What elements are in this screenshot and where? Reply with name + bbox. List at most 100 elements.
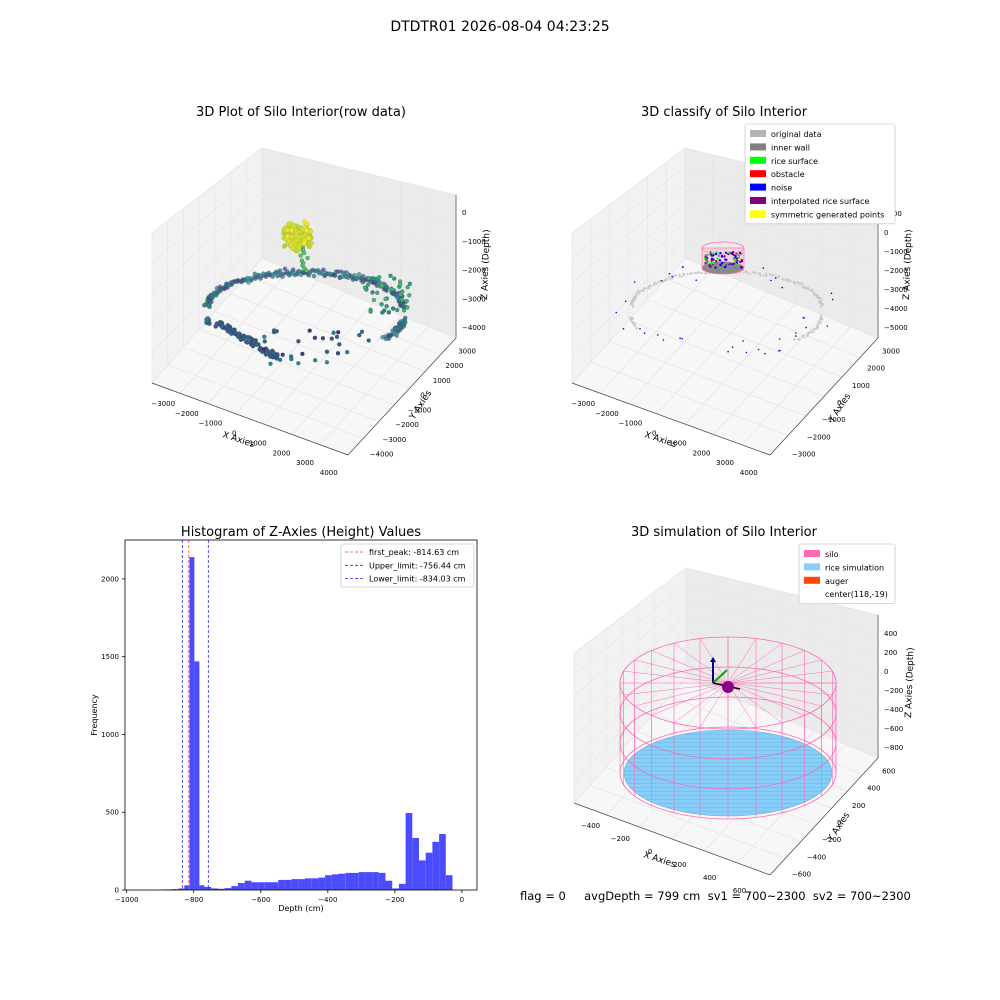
- raw-point: [304, 222, 310, 227]
- histogram-bar: [419, 860, 426, 890]
- raw-point: [226, 326, 232, 332]
- classified-point: [710, 262, 713, 265]
- raw-point: [296, 361, 301, 366]
- raw-point: [289, 227, 295, 233]
- raw-point: [386, 310, 391, 315]
- classified-point: [727, 350, 729, 353]
- gridline-z-left: [571, 147, 686, 234]
- classified-point: [817, 297, 820, 300]
- classified-point: [650, 285, 653, 287]
- tick-label: 3000: [458, 348, 476, 356]
- classified-point: [624, 300, 627, 303]
- tick-label: −2000: [884, 267, 908, 275]
- tick-label: 200: [852, 802, 865, 810]
- classified-point: [635, 292, 638, 295]
- classified-point: [712, 258, 715, 261]
- classified-point: [634, 297, 637, 300]
- gridline-x-floor: [207, 280, 318, 404]
- classified-point: [757, 272, 760, 275]
- classified-point: [735, 252, 739, 256]
- histogram-bars: [158, 557, 453, 890]
- raw-point: [398, 303, 403, 308]
- histogram-bar: [291, 879, 299, 890]
- classified-point: [831, 298, 834, 301]
- histogram-bar: [372, 872, 379, 890]
- classified-point: [754, 272, 757, 275]
- histogram-bar: [258, 882, 265, 890]
- tick-label: −1000: [822, 416, 846, 424]
- raw-point: [400, 297, 405, 302]
- gridline-y-floor: [628, 320, 825, 397]
- tick-label: −4000: [462, 324, 486, 332]
- classified-point: [698, 271, 701, 274]
- raw-point: [391, 306, 396, 311]
- axis-line-y: [347, 337, 457, 456]
- classified-point: [762, 267, 765, 269]
- tick-label: −1000: [199, 420, 223, 428]
- gridline-z-left: [151, 213, 263, 324]
- classified-point: [629, 302, 632, 305]
- classify-legend-label: original data: [771, 130, 822, 139]
- histogram-xtick-label: −1000: [115, 896, 139, 904]
- classified-point: [710, 259, 713, 262]
- classified-point: [719, 251, 722, 255]
- classified-point: [637, 293, 640, 296]
- classified-point: [812, 330, 815, 333]
- classified-point: [819, 305, 822, 308]
- gridline-z-right: [684, 220, 879, 291]
- raw-point: [384, 288, 389, 293]
- classified-point: [643, 332, 646, 334]
- histogram-bar: [251, 882, 259, 890]
- classified-point: [770, 273, 773, 276]
- raw-point: [407, 281, 412, 286]
- classified-point: [778, 338, 781, 340]
- silo-wire-radial: [727, 642, 783, 684]
- classified-point: [749, 273, 752, 275]
- classified-point: [764, 352, 766, 355]
- classified-point: [724, 258, 727, 261]
- gridline-y-floor: [609, 340, 807, 417]
- gridline-y-floor: [183, 346, 379, 422]
- classify-legend-swatch: [750, 143, 766, 151]
- tick-label: 0: [837, 399, 841, 407]
- classified-point: [717, 254, 721, 257]
- histogram-xtick-label: −600: [251, 896, 270, 904]
- classify-legend-frame: [744, 123, 896, 225]
- raw-point: [395, 307, 400, 313]
- tick-label: 2000: [867, 365, 885, 373]
- gridline-z-left: [151, 235, 263, 354]
- classified-point: [669, 277, 672, 280]
- tick-label: 0: [884, 229, 888, 237]
- classified-point: [671, 277, 673, 280]
- gridline-z-right: [261, 191, 457, 253]
- tick-label: 1000: [669, 439, 687, 447]
- classified-point: [689, 272, 692, 275]
- histogram-bar: [204, 886, 212, 890]
- raw-point: [304, 268, 309, 273]
- histogram-xlabel: Depth (cm): [278, 904, 323, 913]
- classified-point: [745, 351, 748, 354]
- raw-point: [359, 329, 365, 334]
- histogram-bar: [171, 889, 179, 890]
- classified-point: [757, 348, 760, 351]
- raw-point: [268, 361, 273, 366]
- classified-point: [710, 254, 714, 257]
- classified-point: [792, 280, 795, 283]
- classified-point: [716, 257, 719, 260]
- gridline-z-right: [685, 567, 879, 616]
- silo-wire-radial: [634, 682, 729, 707]
- raw-point: [289, 234, 295, 240]
- classified-point: [657, 334, 659, 336]
- histogram-bar: [385, 880, 393, 890]
- silo-wire-radial: [651, 650, 729, 684]
- classified-point: [681, 338, 683, 340]
- panel-classify-title: 3D classify of Silo Interior: [641, 105, 808, 120]
- silo-wire-radial: [727, 670, 833, 684]
- pane-floor: [152, 258, 456, 455]
- classified-point: [720, 255, 724, 258]
- classified-point: [737, 256, 741, 259]
- histogram-bar: [358, 872, 366, 890]
- histogram-bar: [412, 837, 419, 890]
- raw-point: [380, 310, 385, 315]
- classified-point: [644, 287, 647, 290]
